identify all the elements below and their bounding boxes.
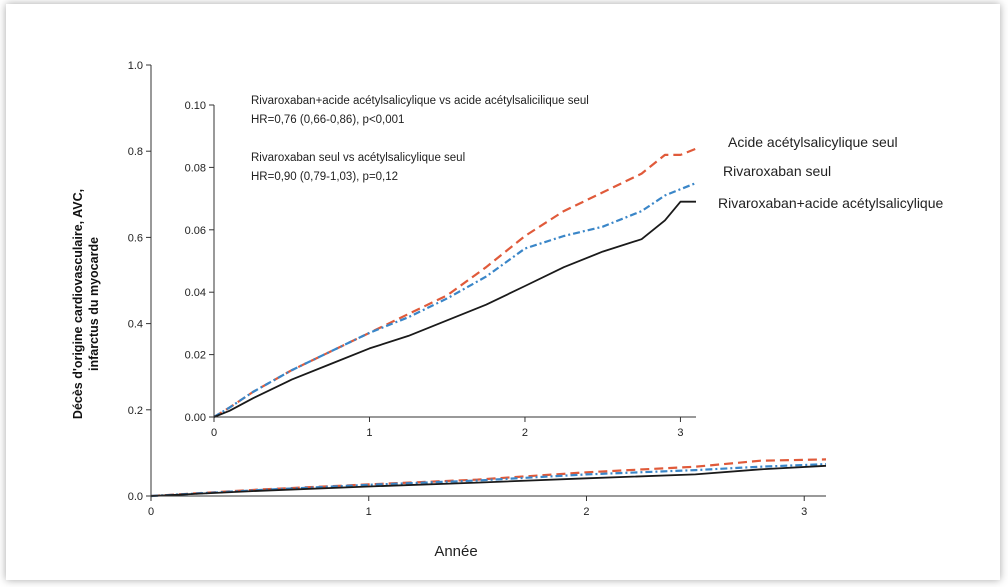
annotation-hr-1: HR=0,76 (0,66-0,86), p<0,001: [251, 114, 404, 126]
annotation-comparison-1: Rivaroxaban+acide acétylsalicylique vs a…: [251, 95, 589, 107]
label-combo-series: Rivaroxaban+acide acétylsalicylique: [718, 195, 944, 211]
kaplan-meier-chart: 0 1 2 30.00.20.40.60.81.0 0 1 2 30.000.020.040…: [71, 60, 944, 560]
inset-chart: 0 1 2 3 0.00 0.02 0.04 0.06 0.08 0.10: [185, 100, 697, 439]
x-axis-title: Année: [434, 543, 477, 560]
inset-y-tick-label: 0.04: [185, 287, 206, 299]
main-y-tick-label: 0.0: [128, 491, 143, 503]
main-x-tick-label: 1: [366, 506, 372, 518]
main-y-tick-label: 0.8: [128, 146, 143, 158]
y-axis-title-line-1: Décès d'origine cardiovasculaire, AVC,: [71, 189, 85, 419]
main-axes: 0 1 2 3 0.0 0.2 0.4 0.6 0.8 1.0: [128, 60, 826, 518]
inset-x-tick-label: 1: [366, 427, 372, 439]
main-series-riva-line: [150, 463, 827, 498]
label-aspirin-series: Acide acétylsalicylique seul: [728, 134, 898, 150]
inset-series-group: [213, 147, 697, 418]
inset-y-tick-label: 0.06: [185, 225, 206, 237]
inset-x-tick-label: 3: [677, 427, 683, 439]
main-chart: 0 1 2 3 0.0 0.2 0.4 0.6 0.8 1.0: [128, 60, 827, 518]
inset-y-tick-label: 0.08: [185, 162, 206, 174]
main-y-tick-label: 0.6: [128, 232, 143, 244]
figure-frame: 0 1 2 3 0.0 0.2 0.4 0.6 0.8 1.0 0 1 2 3 0.00 0.02 0.04 0…: [6, 4, 1000, 580]
main-y-tick-label: 0.2: [128, 405, 143, 417]
main-series-aspirin-line: [150, 458, 827, 498]
inset-x-tick-label: 2: [522, 427, 528, 439]
inset-y-tick-label: 0.02: [185, 350, 206, 362]
inset-series-riva-line: [213, 181, 697, 418]
main-x-tick-label: 2: [583, 506, 589, 518]
label-riva-series: Rivaroxaban seul: [723, 163, 831, 179]
main-y-tick-label: 1.0: [128, 60, 143, 72]
inset-y-tick-label: 0.10: [185, 100, 206, 112]
inset-x-tick-label: 0: [211, 427, 217, 439]
main-x-tick-label: 3: [801, 506, 807, 518]
inset-series-aspirin-line: [213, 147, 697, 418]
inset-y-tick-label: 0.00: [185, 412, 206, 424]
inset-axes: 0 1 2 3 0.00 0.02 0.04 0.06 0.08 0.10: [185, 100, 696, 439]
main-y-tick-label: 0.4: [128, 319, 143, 331]
annotation-comparison-2: Rivaroxaban seul vs acétylsalicylique se…: [251, 152, 465, 164]
main-series-combo-line: [150, 464, 827, 497]
main-series-group: [150, 458, 827, 498]
main-x-tick-label: 0: [148, 506, 154, 518]
inset-series-combo-line: [213, 200, 696, 418]
y-axis-title-line-2: infarctus du myocarde: [87, 237, 101, 371]
y-axis-title: Décès d'origine cardiovasculaire, AVC, i…: [71, 189, 101, 419]
annotation-hr-2: HR=0,90 (0,79-1,03), p=0,12: [251, 171, 398, 183]
